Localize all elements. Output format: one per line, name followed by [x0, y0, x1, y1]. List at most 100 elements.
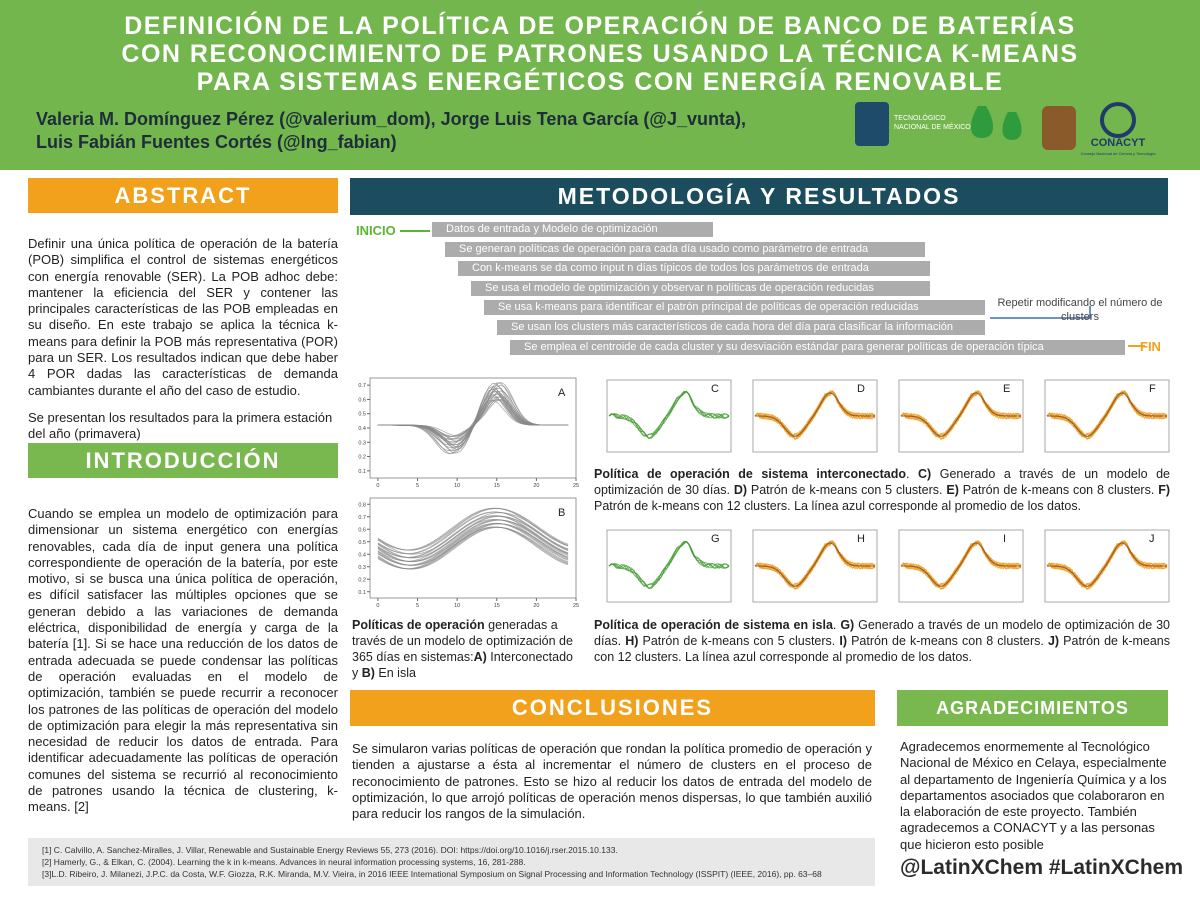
caption-part: Patrón de k-means con 5 clusters.	[747, 483, 947, 497]
flow-step: Se emplea el centroide de cada cluster y…	[510, 339, 1125, 355]
caption-part: Patrón de k-means con 12 clusters. La lí…	[594, 499, 1082, 513]
caption-part: F)	[1158, 483, 1170, 497]
curve	[377, 399, 569, 437]
logo-text: CONACYT	[1091, 137, 1146, 149]
curve	[377, 507, 569, 551]
y-tick-label: 0.3	[358, 565, 366, 571]
loop-arrow	[990, 306, 1091, 319]
panel-letter: D	[857, 383, 865, 395]
panel: D	[752, 379, 878, 453]
curve	[900, 540, 1022, 589]
y-tick-label: 0.1	[358, 469, 366, 475]
flow-step: Se usa el modelo de optimización y obser…	[471, 280, 930, 296]
reference: [3]L.D. Ribeiro, J. Milanezi, J.P.C. da …	[42, 869, 822, 879]
curve	[377, 511, 569, 555]
introduction-text: Cuando se emplea un modelo de optimizaci…	[28, 506, 338, 815]
flow-step: Con k-means se da como input n días típi…	[458, 261, 930, 277]
title: DEFINICIÓN DE LA POLÍTICA DE OPERACIÓN D…	[0, 12, 1200, 96]
curve	[901, 542, 1021, 588]
caption-part: J)	[1047, 634, 1060, 648]
caption-part: Política de operación de sistema en isla	[594, 618, 833, 632]
title-line: PARA SISTEMAS ENERGÉTICOS CON ENERGÍA RE…	[196, 68, 1004, 96]
caption-part: I)	[839, 634, 847, 648]
curve	[754, 540, 876, 589]
flow-step: Datos de entrada y Modelo de optimizació…	[432, 222, 713, 237]
caption-part: D)	[733, 483, 748, 497]
caption-part: Políticas de operación	[352, 618, 485, 632]
caption-part: H)	[625, 634, 639, 648]
curve	[755, 392, 875, 438]
panel-letter: A	[558, 387, 566, 399]
section-heading: CONCLUSIONES	[350, 690, 875, 726]
y-tick-label: 0.2	[358, 455, 366, 461]
flow-step: Se usan los clusters más característicos…	[497, 320, 985, 335]
logo-shield	[1042, 106, 1076, 150]
panel-letter: C	[711, 383, 719, 395]
curve	[377, 523, 569, 566]
x-tick-label: 5	[416, 603, 419, 609]
logo-drops	[970, 106, 1022, 140]
y-tick-label: 0.3	[358, 440, 366, 446]
flow-end: FIN	[1140, 339, 1161, 354]
y-tick-label: 0.5	[358, 540, 366, 546]
curve	[608, 541, 730, 587]
logo-text: Consejo Nacional de Ciencia y Tecnología	[1081, 151, 1157, 156]
x-tick-label: 25	[573, 483, 579, 489]
caption: Política de operación de sistema interco…	[594, 466, 1170, 514]
caption-part: Política de operación de sistema interco…	[594, 467, 907, 481]
caption-part: Patrón de k-means con 5 clusters.	[638, 634, 840, 648]
caption-part: Interconectado y	[352, 650, 573, 680]
curve	[1046, 390, 1168, 439]
x-tick-label: 0	[376, 483, 379, 489]
curve	[377, 526, 569, 570]
curve	[377, 519, 569, 563]
section-heading: METODOLOGÍA Y RESULTADOS	[350, 178, 1168, 215]
panel-letter: G	[711, 533, 720, 545]
author-line: Valeria M. Domínguez Pérez (@valerium_do…	[36, 109, 746, 129]
curve	[1047, 392, 1167, 438]
logo-text: TECNOLÓGICO	[894, 113, 946, 122]
section-heading: AGRADECIMIENTOS	[897, 690, 1168, 726]
curve	[1047, 542, 1167, 588]
caption-part: E)	[946, 483, 959, 497]
caption-part: Patrón de k-means con 8 clusters.	[847, 634, 1048, 648]
y-tick-label: 0.7	[358, 515, 366, 521]
authors: Valeria M. Domínguez Pérez (@valerium_do…	[36, 108, 746, 154]
panel: I	[898, 529, 1024, 603]
y-tick-label: 0.4	[358, 426, 366, 432]
panel-letter: J	[1149, 533, 1155, 545]
logo-text: NACIONAL DE MÉXICO	[894, 122, 971, 131]
title-line: DEFINICIÓN DE LA POLÍTICA DE OPERACIÓN D…	[124, 12, 1076, 40]
x-tick-label: 15	[494, 603, 500, 609]
flow-step: Se generan políticas de operación para c…	[445, 241, 925, 257]
caption-part: generadas a través de un modelo de optim…	[352, 618, 573, 664]
y-tick-label: 0.7	[358, 383, 366, 389]
logo-tecnm	[855, 102, 889, 146]
panel: C	[606, 379, 732, 453]
abstract-text: Definir una única política de operación …	[28, 236, 338, 398]
author-line: Luis Fabián Fuentes Cortés (@Ing_fabian)	[36, 132, 397, 152]
curve	[377, 515, 569, 559]
x-tick-label: 10	[454, 603, 460, 609]
caption-part: En isla	[374, 666, 416, 680]
panel-letter: I	[1003, 533, 1006, 545]
curve	[608, 391, 730, 439]
x-tick-label: 5	[416, 483, 419, 489]
section-heading: ABSTRACT	[28, 178, 338, 213]
x-tick-label: 25	[573, 603, 579, 609]
panel: F	[1044, 379, 1170, 453]
caption: Política de operación de sistema en isla…	[594, 617, 1170, 665]
reference: [1] C. Calvillo, A. Sanchez-Miralles, J.…	[42, 845, 618, 855]
curve	[755, 542, 875, 588]
panel: H	[752, 529, 878, 603]
conclusions-text: Se simularon varias políticas de operaci…	[352, 741, 872, 822]
logos: TECNOLÓGICO NACIONAL DE MÉXICO CONACYT C…	[855, 102, 1157, 156]
x-tick-label: 0	[376, 603, 379, 609]
loop-note: Repetir modificando el número de cluster…	[997, 297, 1163, 323]
section-heading: INTRODUCCIÓN	[28, 443, 338, 478]
references: [1] C. Calvillo, A. Sanchez-Miralles, J.…	[28, 838, 875, 886]
curve	[754, 390, 876, 439]
caption: Políticas de operación generadas a travé…	[352, 617, 577, 681]
y-tick-label: 0.4	[358, 552, 366, 558]
